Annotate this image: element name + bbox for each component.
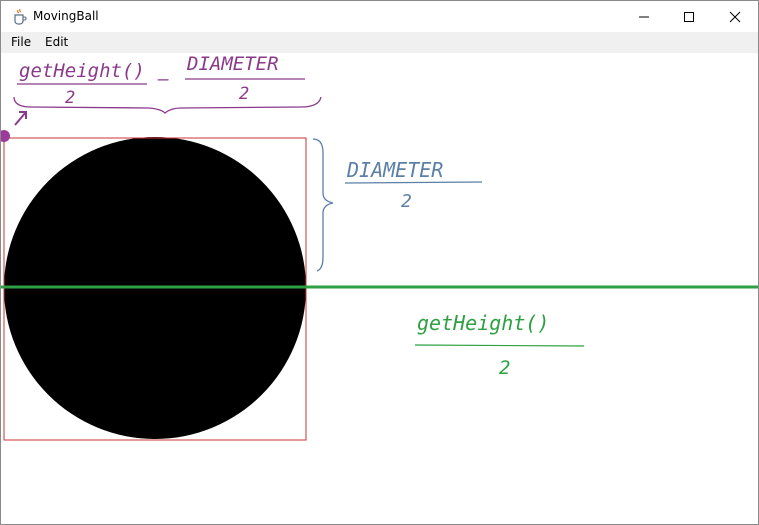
annotation-top-formula: getHeight() 2 – DIAMETER 2: [13, 53, 322, 126]
maximize-icon: [684, 11, 694, 22]
height-numerator: getHeight(): [417, 311, 549, 335]
top-denominator-left: 2: [65, 88, 75, 108]
height-fraction-bar: [414, 344, 585, 347]
annotation-height-half: getHeight() 2: [414, 311, 585, 379]
close-icon: [729, 11, 741, 22]
diameter-denominator: 2: [401, 191, 412, 212]
top-underbrace: [13, 96, 322, 114]
close-button[interactable]: [712, 1, 758, 32]
height-denominator: 2: [499, 357, 510, 379]
top-denominator-right: 2: [239, 84, 249, 104]
menu-bar: File Edit: [1, 32, 758, 53]
title-bar[interactable]: MovingBall: [1, 1, 758, 32]
origin-dot: [1, 130, 10, 142]
minimize-icon: [639, 16, 649, 17]
menu-edit[interactable]: Edit: [45, 35, 69, 49]
maximize-button[interactable]: [666, 1, 712, 32]
ball-bounding-box: [3, 137, 307, 441]
minimize-button[interactable]: [621, 1, 667, 32]
canvas-svg: getHeight() 2 – DIAMETER 2 DIAMETER 2 ge…: [1, 53, 758, 441]
top-numerator-right: DIAMETER: [186, 53, 279, 75]
java-cup-icon: [14, 8, 27, 25]
diameter-numerator: DIAMETER: [346, 158, 443, 182]
diameter-fraction-bar: [344, 181, 483, 184]
diameter-brace: [312, 138, 334, 272]
window-title: MovingBall: [33, 9, 99, 23]
top-operator: –: [157, 69, 169, 90]
top-arrow: [14, 111, 27, 126]
menu-file[interactable]: File: [11, 35, 32, 49]
top-numerator-left: getHeight(): [19, 60, 145, 82]
drawing-canvas: getHeight() 2 – DIAMETER 2 DIAMETER 2 ge…: [1, 53, 758, 524]
annotation-diameter-half: DIAMETER 2: [312, 138, 483, 272]
